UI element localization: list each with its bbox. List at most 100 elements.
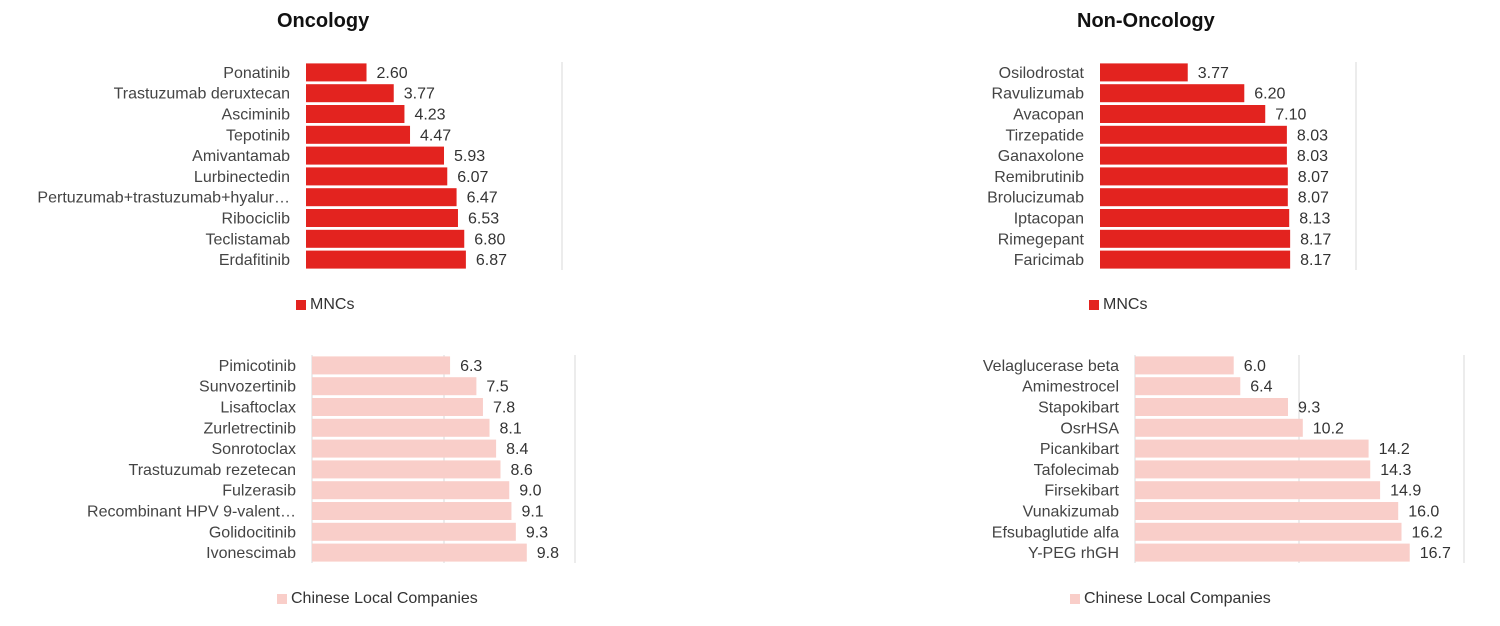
bar: [312, 481, 510, 500]
bar: [1100, 84, 1245, 103]
bar: [312, 356, 451, 375]
legend-label: MNCs: [310, 296, 355, 313]
data-label: 9.8: [537, 545, 559, 562]
data-label: 8.17: [1300, 231, 1331, 248]
bar: [1100, 167, 1288, 186]
category-label: Recombinant HPV 9-valent…: [87, 504, 296, 521]
data-label: 9.1: [521, 504, 543, 521]
data-label: 6.87: [476, 252, 507, 269]
bar: [1135, 398, 1288, 416]
data-label: 7.10: [1275, 107, 1306, 124]
data-label: 3.77: [1198, 65, 1229, 82]
category-label: Teclistamab: [206, 231, 291, 248]
category-label: Rimegepant: [998, 231, 1085, 248]
legend-swatch: [296, 300, 306, 310]
bar: [1100, 250, 1291, 269]
bar: [312, 439, 497, 458]
data-label: 8.07: [1298, 169, 1329, 186]
category-label: Ravulizumab: [992, 86, 1085, 103]
data-label: 3.77: [404, 86, 435, 103]
data-label: 6.47: [467, 190, 498, 207]
data-label: 8.03: [1297, 148, 1328, 165]
data-label: 16.2: [1411, 524, 1442, 541]
category-label: Amimestrocel: [1022, 379, 1119, 396]
category-label: Y-PEG rhGH: [1028, 545, 1119, 562]
legend-swatch: [1070, 594, 1080, 604]
data-label: 8.03: [1297, 127, 1328, 144]
data-label: 14.9: [1390, 483, 1421, 500]
bar: [1100, 229, 1291, 248]
data-label: 6.53: [468, 211, 499, 228]
category-label: Firsekibart: [1044, 483, 1119, 500]
data-label: 6.07: [457, 169, 488, 186]
data-label: 4.47: [420, 127, 451, 144]
bar: [1100, 188, 1288, 207]
bar: [1135, 502, 1399, 520]
category-label: Ponatinib: [223, 65, 290, 82]
bar: [1135, 356, 1234, 375]
category-label: Erdafitinib: [219, 252, 290, 269]
bar: [306, 105, 405, 123]
legend-mnc-non-oncology: MNCs: [1089, 296, 1147, 314]
legend-local-oncology: Chinese Local Companies: [277, 590, 478, 608]
data-label: 7.5: [486, 379, 508, 396]
legend-swatch: [1089, 300, 1099, 310]
category-label: Efsubaglutide alfa: [992, 524, 1119, 541]
bar: [306, 209, 458, 227]
bar: [1100, 105, 1266, 123]
category-label: Fulzerasib: [222, 483, 296, 500]
legend-label: Chinese Local Companies: [291, 590, 478, 607]
category-label: Stapokibart: [1038, 400, 1119, 417]
bar: [306, 146, 445, 165]
category-label: Pertuzumab+trastuzumab+hyalur…: [37, 190, 290, 207]
bar: [306, 167, 448, 186]
bar: [1135, 543, 1410, 562]
category-label: Pimicotinib: [219, 358, 296, 375]
bar: [306, 125, 411, 144]
data-label: 14.2: [1379, 441, 1410, 458]
category-label: Tafolecimab: [1034, 462, 1119, 479]
bar: [306, 188, 457, 207]
data-label: 8.1: [500, 420, 522, 437]
data-label: 6.3: [460, 358, 482, 375]
data-label: 10.2: [1313, 420, 1344, 437]
category-label: Trastuzumab rezetecan: [129, 462, 296, 479]
category-label: OsrHSA: [1060, 420, 1119, 437]
category-label: Velaglucerase beta: [983, 358, 1119, 375]
bar: [306, 63, 367, 82]
category-label: Sunvozertinib: [199, 379, 296, 396]
chart-title-non-oncology: Non-Oncology: [1077, 10, 1215, 32]
bar: [1135, 377, 1241, 396]
category-label: Trastuzumab deruxtecan: [114, 86, 290, 103]
bar: [312, 418, 490, 437]
data-label: 9.3: [1298, 400, 1320, 417]
category-label: Remibrutinib: [994, 169, 1084, 186]
data-label: 6.4: [1250, 379, 1272, 396]
category-label: Picankibart: [1040, 441, 1120, 458]
chart-title-oncology: Oncology: [277, 10, 370, 32]
bar: [1135, 439, 1369, 458]
category-label: Sonrotoclax: [212, 441, 297, 458]
legend-mnc-oncology: MNCs: [296, 296, 354, 314]
data-label: 8.13: [1299, 211, 1330, 228]
data-label: 7.8: [493, 400, 515, 417]
bar: [306, 84, 394, 103]
bar: [1100, 146, 1287, 165]
bar: [1135, 522, 1402, 541]
category-label: Lisaftoclax: [220, 400, 296, 417]
bar: [312, 543, 527, 562]
data-label: 9.3: [526, 524, 548, 541]
category-label: Ganaxolone: [998, 148, 1084, 165]
category-label: Avacopan: [1013, 107, 1084, 124]
data-label: 8.6: [510, 462, 532, 479]
bar: [1135, 418, 1303, 437]
bar: [312, 502, 512, 520]
category-label: Osilodrostat: [999, 65, 1085, 82]
category-label: Ivonescimab: [206, 545, 296, 562]
bar: [306, 229, 465, 248]
legend-swatch: [277, 594, 287, 604]
data-label: 8.17: [1300, 252, 1331, 269]
bar: [306, 250, 466, 269]
bar: [312, 398, 483, 416]
